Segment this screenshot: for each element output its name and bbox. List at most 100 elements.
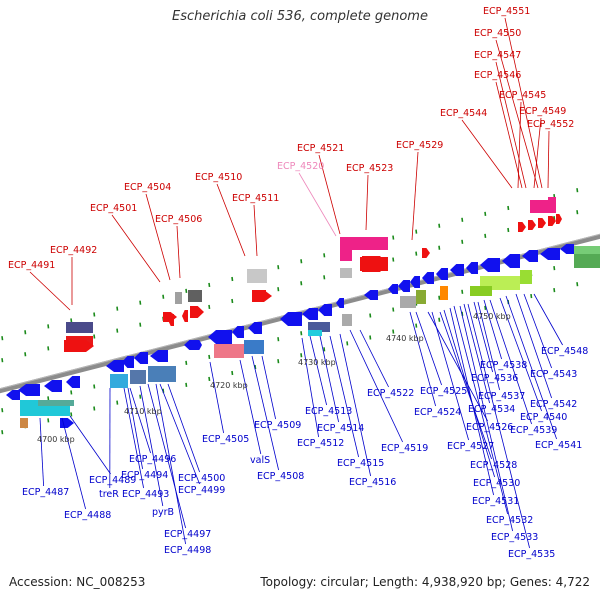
- tick-mark: [438, 317, 441, 322]
- gene-arrow: [522, 250, 538, 262]
- lower-leader-line: [409, 311, 436, 407]
- lower-leader-line: [129, 387, 151, 454]
- upper-leader-line: [216, 183, 246, 257]
- lower-leader-line: [505, 295, 557, 440]
- scale-labels: 4700 kbp 4710 kbp 4720 kbp 4730 kbp 4740 kbp…: [37, 312, 511, 444]
- tick-mark: [93, 334, 96, 339]
- upper-leader-line: [29, 271, 71, 311]
- lower-gene-label: ECP_4508: [257, 471, 304, 482]
- tick-mark: [47, 396, 50, 401]
- lower-gene-label: ECP_4494: [121, 470, 168, 481]
- gene-arrow: [208, 330, 232, 344]
- lower-gene-label: ECP_4522: [367, 388, 414, 399]
- tick-mark: [139, 394, 142, 399]
- lower-leader-line: [533, 293, 563, 346]
- lower-leader-line: [427, 311, 488, 422]
- lower-leader-line: [523, 293, 552, 369]
- upper-gene-label: ECP_4501: [90, 203, 137, 214]
- lower-leader-line: [261, 355, 276, 420]
- tick-mark: [47, 346, 50, 351]
- lower-leader-line: [239, 359, 262, 455]
- genome-stats-text: Topology: circular; Length: 4,938,920 bp…: [260, 575, 590, 589]
- gene-block: [244, 340, 264, 354]
- upper-leader-line: [145, 193, 171, 281]
- gene-block: [340, 250, 352, 261]
- gene-block: [400, 296, 416, 308]
- gene-arrow: [60, 418, 74, 428]
- lower-leader-line: [319, 335, 339, 423]
- lower-gene-label: ECP_4487: [22, 487, 69, 498]
- upper-leader-line: [495, 39, 539, 189]
- upper-leader-line: [298, 172, 337, 237]
- lower-leader-line: [453, 305, 508, 515]
- gene-arrow: [422, 248, 430, 258]
- lower-gene-label: ECP_4530: [473, 478, 520, 489]
- tick-mark: [553, 288, 556, 293]
- upper-gene-label: ECP_4549: [519, 106, 566, 117]
- gene-arrow: [66, 376, 80, 388]
- lower-gene-label: ECP_4496: [129, 454, 176, 465]
- gene-block: [340, 268, 352, 278]
- lower-gene-label: ECP_4541: [535, 440, 582, 451]
- lower-leader-line: [127, 387, 143, 470]
- gene-arrow: [302, 308, 318, 320]
- tick-mark: [484, 211, 487, 216]
- lower-leader-line: [159, 383, 200, 485]
- lower-gene-label: ECP_4526: [466, 422, 513, 433]
- label-leader-lines: [29, 17, 563, 549]
- scale-label: 4730 kbp: [298, 358, 336, 367]
- tick-mark: [208, 354, 211, 360]
- gene-block: [148, 366, 176, 382]
- lower-gene-label: ECP_4524: [414, 407, 461, 418]
- gene-arrow: [528, 220, 536, 230]
- tick-mark: [47, 324, 50, 329]
- lower-leader-line: [147, 383, 186, 529]
- gene-block: [175, 292, 182, 304]
- gene-arrow: [232, 326, 244, 338]
- tick-mark: [461, 217, 464, 222]
- lower-gene-label: ECP_4525: [420, 386, 467, 397]
- gene-arrow: [436, 268, 448, 280]
- upper-gene-label: ECP_4521: [297, 143, 344, 154]
- gene-block: [340, 237, 388, 250]
- upper-gene-label: ECP_4529: [396, 140, 443, 151]
- tick-mark: [277, 337, 280, 342]
- lower-leader-line: [415, 311, 442, 386]
- lower-leader-line: [339, 333, 371, 477]
- lower-gene-label: ECP_4516: [349, 477, 396, 488]
- upper-gene-label: ECP_4544: [440, 108, 487, 119]
- upper-gene-label: ECP_4510: [195, 172, 242, 183]
- tick-mark: [70, 412, 73, 417]
- lower-gene-label: ECP_4533: [491, 532, 538, 543]
- scale-label: 4720 kbp: [210, 381, 248, 390]
- gene-arrow: [318, 304, 332, 316]
- tick-mark: [93, 406, 96, 411]
- lower-gene-label: ECP_4536: [471, 373, 518, 384]
- gene-arrow: [502, 254, 520, 268]
- gene-block: [188, 290, 202, 302]
- gene-arrow: [480, 258, 500, 272]
- tick-mark: [93, 384, 96, 389]
- tick-mark: [231, 298, 234, 304]
- lower-gene-label: ECP_4528: [470, 460, 517, 471]
- gene-block: [38, 400, 74, 406]
- gene-arrow: [538, 218, 546, 228]
- tick-mark: [300, 353, 303, 358]
- lower-gene-label: ECP_4515: [337, 458, 384, 469]
- tick-mark: [208, 376, 211, 382]
- upper-gene-label: ECP_4546: [474, 70, 521, 81]
- gene-arrow: [422, 272, 434, 284]
- gene-block: [214, 344, 244, 358]
- upper-gene-label: ECP_4492: [50, 245, 97, 256]
- lower-gene-label: ECP_4532: [486, 515, 533, 526]
- upper-leader-line: [504, 17, 543, 189]
- lower-leader-line: [139, 385, 164, 507]
- tick-mark: [300, 331, 303, 336]
- lower-gene-label: ECP_4499: [178, 485, 225, 496]
- gene-arrow: [150, 350, 168, 362]
- gene-block: [130, 370, 146, 384]
- tick-mark: [346, 341, 349, 346]
- upper-gene-label: ECP_4491: [8, 260, 55, 271]
- gene-arrow: [44, 380, 62, 392]
